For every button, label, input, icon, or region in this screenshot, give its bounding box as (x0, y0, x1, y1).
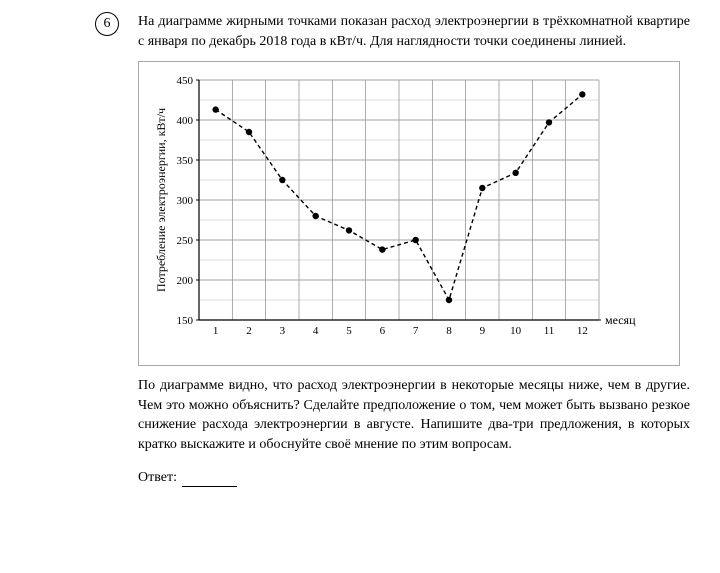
svg-text:Потребление электроэнергии, кВ: Потребление электроэнергии, кВт/ч (154, 108, 168, 292)
problem-number-badge: 6 (95, 12, 119, 36)
svg-text:1: 1 (213, 325, 219, 337)
svg-text:250: 250 (177, 235, 194, 247)
question-text: По диаграмме видно, что расход электроэн… (138, 376, 690, 454)
svg-text:400: 400 (177, 115, 194, 127)
problem-number: 6 (104, 15, 111, 34)
svg-text:8: 8 (446, 325, 452, 337)
svg-text:4: 4 (313, 325, 319, 337)
svg-text:450: 450 (177, 75, 194, 87)
problem-statement: На диаграмме жирными точками показан рас… (138, 12, 690, 51)
question-text-content: По диаграмме видно, что расход электроэн… (138, 378, 690, 452)
line-chart: 150200250300350400450123456789101112Потр… (147, 70, 649, 350)
answer-blank (182, 486, 237, 487)
answer-label: Ответ: (138, 470, 177, 485)
svg-text:9: 9 (480, 325, 486, 337)
svg-text:350: 350 (177, 155, 194, 167)
problem-statement-text: На диаграмме жирными точками показан рас… (138, 14, 690, 49)
chart-container: 150200250300350400450123456789101112Потр… (138, 61, 680, 366)
answer-line: Ответ: (138, 469, 690, 488)
svg-text:11: 11 (544, 325, 555, 337)
svg-text:7: 7 (413, 325, 419, 337)
svg-text:6: 6 (380, 325, 386, 337)
svg-text:300: 300 (177, 195, 194, 207)
svg-text:200: 200 (177, 275, 194, 287)
svg-text:3: 3 (280, 325, 286, 337)
svg-text:2: 2 (246, 325, 252, 337)
svg-text:5: 5 (346, 325, 352, 337)
svg-text:150: 150 (177, 315, 194, 327)
svg-text:10: 10 (510, 325, 521, 337)
svg-text:12: 12 (577, 325, 588, 337)
svg-text:месяц: месяц (605, 313, 636, 327)
